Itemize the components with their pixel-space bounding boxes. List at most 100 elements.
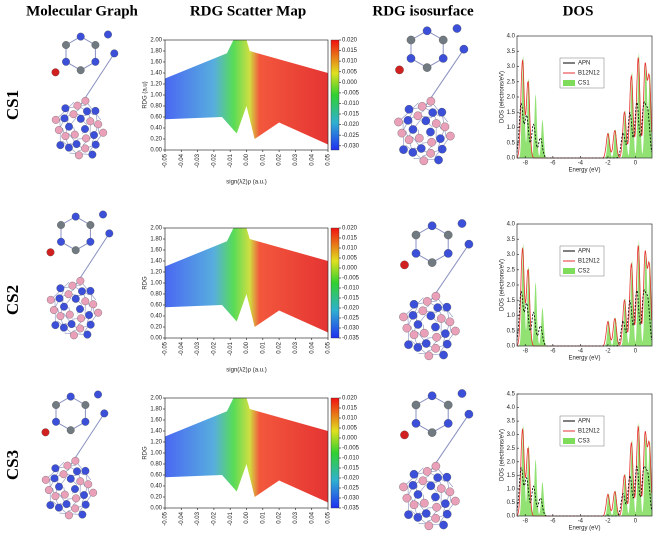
atom: [72, 494, 80, 503]
atom: [431, 344, 440, 353]
atom: [49, 306, 58, 314]
x-tick-label: 0.04: [309, 511, 315, 523]
y-tick-label: 0.0: [507, 344, 516, 350]
atom: [56, 141, 65, 150]
y-tick-label: 0.80: [150, 104, 162, 110]
colorbar-tick-label: -0.005: [342, 446, 360, 452]
atom: [411, 230, 421, 240]
x-tick-label: -0.04: [179, 511, 185, 525]
atom: [431, 492, 440, 502]
atom: [406, 54, 416, 63]
y-tick-label: 1.20: [150, 440, 162, 446]
x-tick-label: -6: [550, 349, 556, 355]
atom: [94, 390, 102, 399]
atom: [66, 426, 75, 435]
atom: [81, 297, 90, 306]
atom: [418, 476, 428, 486]
x-tick-label: -8: [523, 161, 529, 167]
atom: [56, 312, 65, 321]
x-axis-label: Energy (eV): [568, 168, 600, 174]
legend-label: CS3: [578, 439, 590, 445]
molecule: [399, 389, 474, 531]
y-tick-label: 0.20: [150, 137, 162, 143]
atom: [394, 117, 403, 127]
y-tick-label: 2.0: [507, 283, 516, 289]
legend-swatch: [563, 438, 575, 444]
atom: [424, 351, 434, 361]
atom: [75, 151, 83, 160]
x-tick-label: 0.03: [293, 341, 299, 353]
atom: [452, 24, 462, 33]
atom: [426, 127, 435, 137]
y-tick-label: 2.5: [507, 446, 516, 452]
y-tick-label: 0.5: [507, 140, 516, 146]
atom: [110, 49, 119, 58]
atom: [51, 115, 60, 124]
x-tick-label: 0.01: [260, 153, 266, 165]
atom: [51, 68, 60, 77]
atom: [399, 312, 408, 322]
atom: [432, 502, 441, 512]
x-tick-label: -4: [578, 161, 584, 167]
y-tick-label: 3.5: [507, 49, 516, 55]
scatter-cloud: [165, 228, 328, 333]
atom: [86, 117, 95, 126]
atom: [431, 322, 440, 332]
x-tick-label: 0.05: [326, 153, 332, 165]
y-tick-label: 1.20: [150, 82, 162, 88]
y-axis-label: DOS (electrons/eV): [500, 71, 506, 123]
atom: [81, 125, 89, 133]
y-tick-label: 1.5: [507, 110, 516, 116]
atom: [402, 493, 412, 503]
atom: [437, 107, 447, 117]
atom: [76, 114, 85, 123]
atom: [54, 126, 63, 134]
atom: [408, 311, 418, 320]
atom: [67, 320, 76, 328]
atom: [70, 331, 78, 340]
atom: [464, 239, 474, 249]
y-tick-label: 0.40: [150, 484, 162, 490]
colorbar-tick-label: 0.000: [342, 80, 358, 86]
atom: [443, 419, 453, 428]
atom: [70, 130, 79, 139]
y-tick-label: 0.0: [507, 156, 516, 162]
atom: [90, 131, 98, 139]
y-tick-label: 0.40: [150, 126, 162, 132]
colorbar-tick-label: -0.030: [342, 326, 360, 332]
atom: [71, 246, 80, 255]
atom: [60, 490, 69, 499]
x-tick-label: -0.03: [195, 153, 201, 167]
column-header: RDG isosurface: [372, 3, 474, 19]
x-tick-label: -0.03: [195, 511, 201, 525]
colorbar-tick-label: 0.020: [342, 396, 358, 402]
atom: [44, 486, 53, 494]
colorbar: [330, 227, 340, 339]
x-tick-label: -0.01: [228, 153, 234, 167]
atom: [445, 317, 455, 327]
column-header: DOS: [563, 3, 594, 19]
atom: [60, 114, 69, 123]
x-tick-label: 0.05: [326, 511, 332, 523]
atom: [46, 501, 55, 510]
atom: [51, 492, 60, 501]
atom: [459, 44, 469, 54]
atom: [442, 509, 452, 519]
x-tick-label: 0.01: [260, 511, 266, 523]
atom: [91, 106, 100, 115]
y-tick-label: 0.00: [150, 336, 162, 342]
y-tick-label: 0.5: [507, 500, 516, 506]
atom: [99, 128, 108, 137]
atom: [41, 475, 50, 484]
x-tick-label: 0.04: [309, 341, 315, 353]
atom: [400, 430, 409, 440]
atom: [431, 461, 441, 471]
atom: [413, 320, 423, 329]
y-axis-label: DOS (electrons/eV): [500, 429, 506, 481]
colorbar-tick-label: -0.005: [342, 90, 360, 96]
y-tick-label: 0.80: [150, 292, 162, 298]
atom: [78, 510, 87, 519]
x-tick-label: -0.02: [211, 511, 217, 525]
y-tick-label: 0.20: [150, 495, 162, 501]
x-tick-label: 0.02: [277, 341, 283, 353]
